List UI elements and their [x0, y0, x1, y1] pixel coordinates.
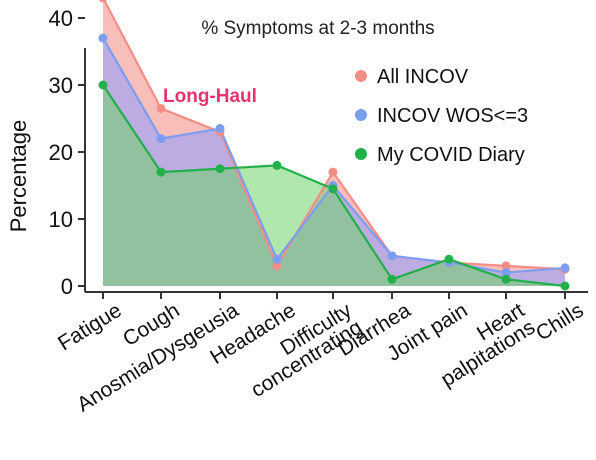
data-point — [444, 254, 454, 264]
data-point — [328, 184, 338, 194]
data-point — [560, 281, 570, 291]
data-point — [560, 263, 570, 273]
data-point — [387, 274, 397, 284]
data-point — [387, 251, 397, 261]
legend-label: All INCOV — [377, 66, 469, 88]
long-haul-annotation: Long-Haul — [163, 86, 257, 107]
data-point — [272, 160, 282, 170]
legend-marker — [355, 109, 367, 121]
axes — [84, 48, 588, 293]
data-point — [501, 261, 511, 271]
series-area-2 — [103, 85, 565, 286]
series-points — [98, 0, 570, 291]
data-point — [328, 167, 338, 177]
legend-marker — [355, 70, 367, 82]
y-tick-label: 30 — [49, 73, 73, 98]
data-point — [272, 261, 282, 271]
data-point — [98, 80, 108, 90]
x-tick-label-line: Fatigue — [54, 299, 126, 356]
data-point — [99, 0, 107, 3]
series-areas — [103, 0, 565, 286]
data-point — [501, 268, 511, 278]
legend-label: INCOV WOS<=3 — [377, 105, 528, 127]
data-point — [215, 124, 225, 134]
y-tick-label: 0 — [61, 274, 73, 299]
chart-title: % Symptoms at 2-3 months — [201, 18, 434, 39]
data-point — [156, 103, 166, 113]
data-point — [272, 254, 282, 264]
x-ticks: FatigueCoughAnosmia/DysgeusiaHeadacheDif… — [54, 292, 588, 417]
data-point — [98, 33, 108, 43]
legend-marker — [355, 148, 367, 160]
y-ticks: 0 10 20 30 40 — [49, 6, 85, 299]
legend-label: My COVID Diary — [377, 144, 525, 166]
data-point — [501, 274, 511, 284]
y-tick-label: 10 — [49, 207, 73, 232]
data-point — [156, 134, 166, 144]
data-point — [156, 167, 166, 177]
y-axis-title: Percentage — [6, 120, 31, 233]
data-point — [215, 164, 225, 174]
legend: All INCOV INCOV WOS<=3 My COVID Diary — [355, 66, 528, 166]
y-tick-label: 40 — [49, 6, 73, 31]
y-tick-label: 20 — [49, 140, 73, 165]
x-tick-label: Fatigue — [54, 299, 126, 356]
x-tick-label: Chills — [532, 299, 588, 346]
x-tick-label-line: Chills — [532, 299, 588, 346]
